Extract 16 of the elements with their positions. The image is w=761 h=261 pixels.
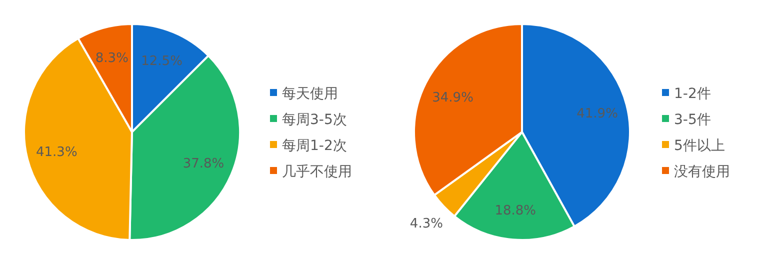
legend-label: 3-5件: [674, 112, 711, 128]
data-label: 41.9%: [576, 106, 618, 122]
legend-label: 每天使用: [282, 86, 338, 102]
data-label: 18.8%: [494, 203, 536, 218]
legend-label: 每周3-5次: [282, 112, 347, 128]
legend-label: 5件以上: [674, 138, 725, 154]
data-label: 4.3%: [410, 216, 443, 232]
data-label: 12.5%: [141, 54, 182, 70]
legend-label: 没有使用: [674, 164, 730, 180]
legend-label: 1-2件: [674, 86, 711, 102]
data-label: 37.8%: [182, 156, 224, 172]
legend-label: 几乎不使用: [282, 164, 352, 180]
legend-label: 每周1-2次: [282, 138, 347, 154]
data-label: 41.3%: [36, 145, 78, 160]
data-label: 34.9%: [432, 90, 474, 106]
data-label: 8.3%: [95, 50, 128, 66]
